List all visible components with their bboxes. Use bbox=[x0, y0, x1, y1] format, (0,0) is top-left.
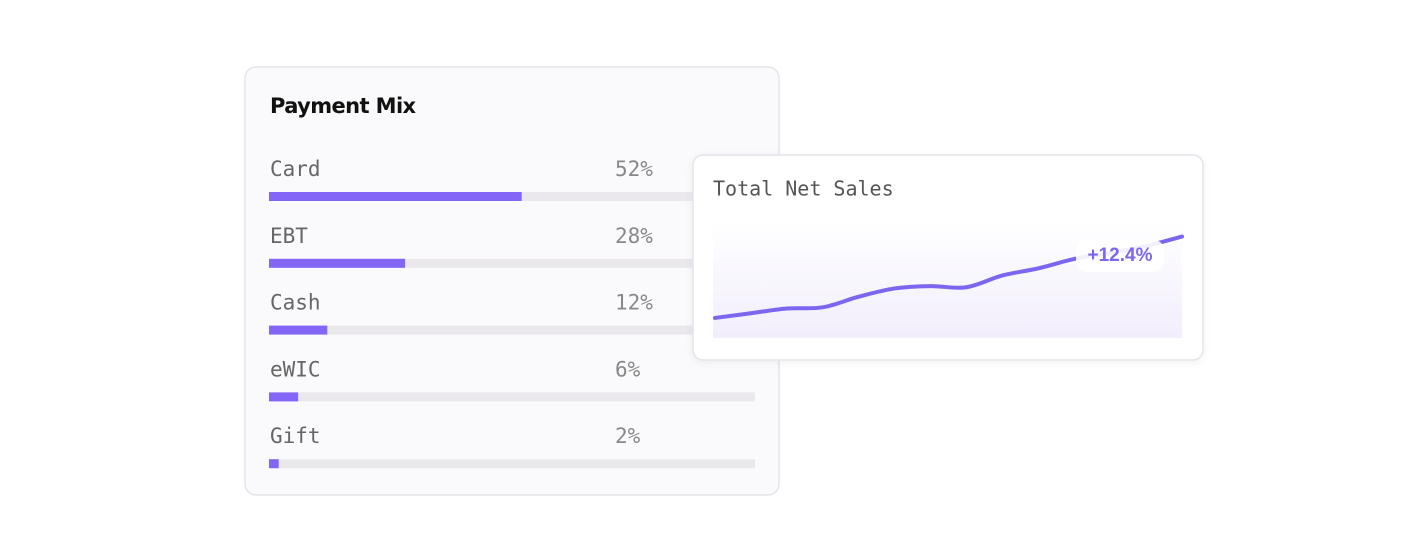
growth-badge: +12.4% bbox=[1088, 245, 1153, 266]
row-percent: 2% bbox=[615, 424, 641, 448]
payment-mix-card: Payment Mix Card 52% EBT 28% Cash 12% eWIC 6% Gi… bbox=[244, 66, 780, 496]
bar-track bbox=[269, 258, 755, 268]
row-label: Gift bbox=[270, 424, 321, 448]
row-label: Cash bbox=[270, 291, 321, 315]
bar bbox=[269, 459, 279, 469]
bar bbox=[269, 192, 522, 201]
row-percent: 28% bbox=[615, 224, 653, 248]
row-percent: 6% bbox=[615, 357, 641, 381]
bar-track bbox=[269, 459, 755, 469]
plot-area bbox=[713, 220, 1182, 338]
bar bbox=[269, 392, 299, 402]
badge-background bbox=[1076, 240, 1164, 272]
row-label: EBT bbox=[270, 224, 308, 248]
card-title: Payment Mix bbox=[270, 94, 417, 118]
row-label: Card bbox=[270, 157, 321, 181]
row-percent: 52% bbox=[615, 157, 653, 181]
row-percent: 12% bbox=[615, 291, 653, 315]
bar-track bbox=[269, 392, 755, 402]
card-title: Total Net Sales bbox=[713, 177, 894, 201]
net-sales-card: Total Net Sales +12.4% bbox=[692, 154, 1204, 361]
bar bbox=[269, 258, 406, 268]
bar bbox=[269, 325, 328, 335]
row-label: eWIC bbox=[270, 357, 321, 381]
bar-track bbox=[269, 325, 755, 335]
